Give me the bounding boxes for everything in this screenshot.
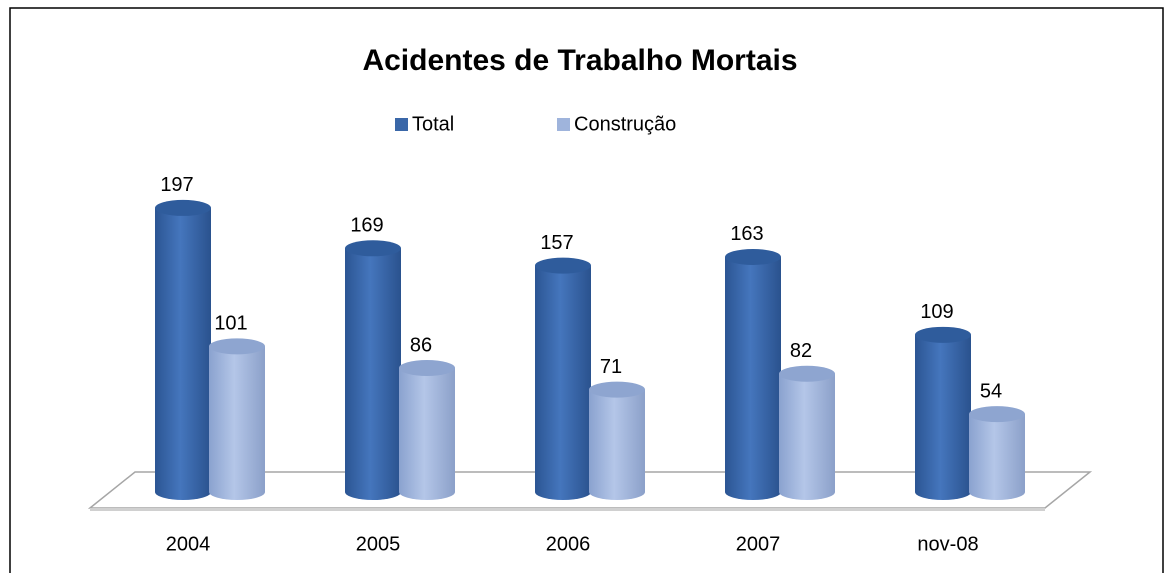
bar <box>209 346 265 492</box>
x-tick-label: 2005 <box>356 533 401 555</box>
legend-label: Construção <box>574 113 676 135</box>
value-label: 163 <box>730 223 763 245</box>
bar <box>155 207 211 492</box>
cylinder-top <box>345 240 401 257</box>
bar <box>779 373 835 492</box>
bar <box>345 248 401 492</box>
cylinder-top <box>969 406 1025 423</box>
cylinder-top <box>535 257 591 274</box>
legend-swatch <box>557 118 570 131</box>
bar <box>969 414 1025 492</box>
value-label: 169 <box>350 215 383 237</box>
x-tick-label: 2007 <box>736 533 781 555</box>
value-label: 109 <box>920 301 953 323</box>
cylinder-top <box>399 359 455 376</box>
value-label: 71 <box>600 356 622 378</box>
cylinder-top <box>779 365 835 382</box>
cylinder-top <box>725 248 781 265</box>
bar <box>535 265 591 492</box>
bar <box>399 367 455 492</box>
x-tick-label: 2006 <box>546 533 591 555</box>
x-tick-label: nov-08 <box>917 533 978 555</box>
floor-edge <box>90 508 1045 511</box>
value-label: 197 <box>160 174 193 196</box>
bar <box>915 334 971 492</box>
legend-swatch <box>395 118 408 131</box>
legend-label: Total <box>412 113 454 135</box>
cylinder-top <box>155 199 211 216</box>
cylinder-top <box>915 326 971 343</box>
value-label: 54 <box>980 380 1002 402</box>
chart-title: Acidentes de Trabalho Mortais <box>362 44 797 77</box>
cylinder-top <box>209 338 265 355</box>
bar <box>725 256 781 492</box>
value-label: 86 <box>410 334 432 356</box>
value-label: 82 <box>790 340 812 362</box>
x-tick-label: 2004 <box>166 533 211 555</box>
bar <box>589 389 645 492</box>
value-label: 101 <box>214 313 247 335</box>
value-label: 157 <box>540 232 573 254</box>
cylinder-top <box>589 381 645 398</box>
